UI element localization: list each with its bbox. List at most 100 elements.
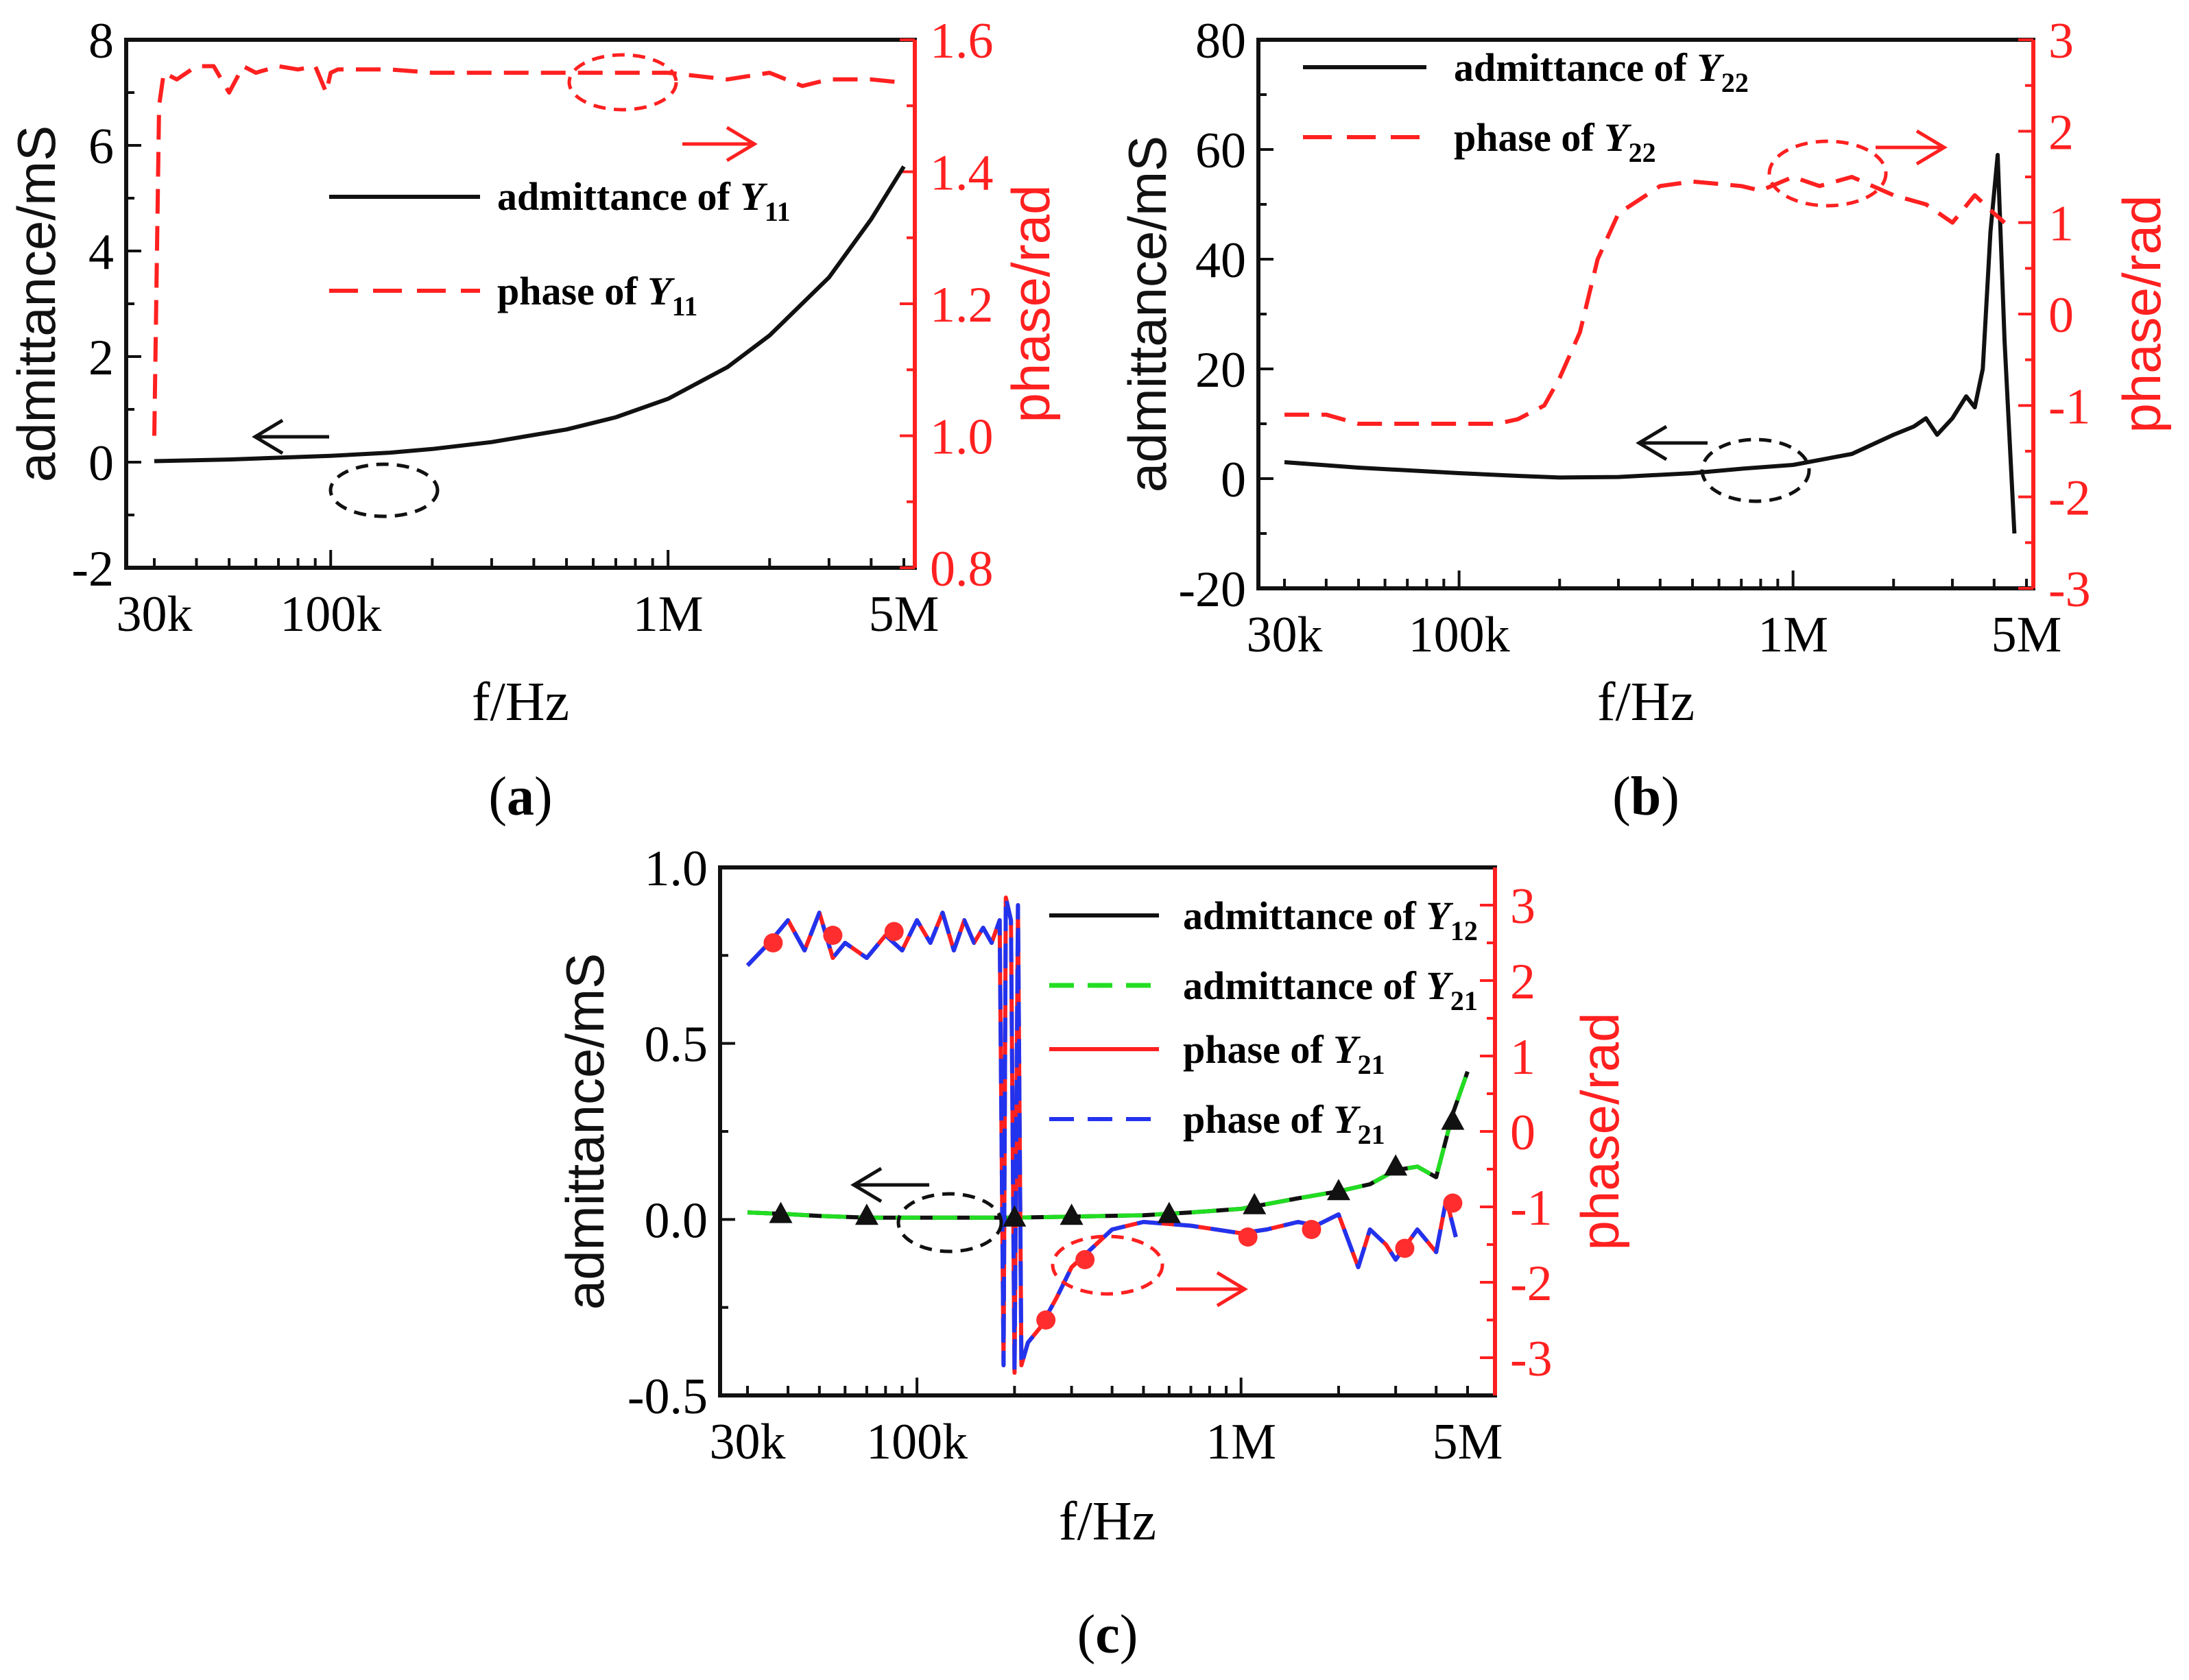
panel-c-right-axis-label: phase/rad	[1570, 1013, 1630, 1251]
c-circle-marker	[823, 926, 843, 945]
b-series-0-line	[1284, 153, 2017, 534]
panel-a-panel-label: (a)	[488, 767, 552, 827]
c-circle-marker	[1443, 1193, 1463, 1213]
panel-c-right-arrow-icon	[1176, 1271, 1248, 1308]
b-ytick-left-label: 60	[1195, 123, 1246, 179]
a-ytick-left-label: 0	[88, 435, 114, 492]
panel-c-legend-phase-blue: phase of Y21	[1183, 1097, 1385, 1150]
b-ytick-right-label: -2	[2048, 470, 2091, 527]
b-series-1-line	[1284, 175, 2007, 426]
panel-a-phase-axis-ellipse	[567, 53, 678, 112]
c-ytick-right-label: 3	[1510, 878, 1535, 935]
c-triangle-marker	[1384, 1154, 1408, 1176]
a-ytick-left-label: 4	[88, 224, 114, 280]
panel-b-series	[1284, 153, 2017, 534]
panel-b: 30k 100k 1M 5M -20 0 20 40 60 80 -3 -2 -1 0 1 2 3 admi…	[1117, 13, 2172, 827]
a-ytick-left-label: 8	[88, 13, 114, 69]
c-ytick-left-label: -0.5	[627, 1369, 708, 1425]
b-xtick-label: 30k	[1247, 607, 1323, 663]
panel-c-x-axis-label: f/Hz	[1059, 1491, 1156, 1552]
panel-b-right-arrow-icon	[1876, 129, 1948, 166]
panel-b-right-axis-label: phase/rad	[2112, 195, 2172, 433]
a-series-1-line	[152, 64, 905, 436]
a-ytick-right-label: 0.8	[930, 541, 994, 597]
a-ytick-right-label: 1.0	[930, 409, 994, 466]
panel-a-series	[152, 64, 906, 464]
panel-c-left-arrow-icon	[850, 1166, 929, 1203]
c-xtick-label: 1M	[1206, 1414, 1276, 1470]
c-ytick-right-label: 1	[1510, 1029, 1535, 1085]
panel-c-legend-phase-red: phase of Y21	[1183, 1027, 1385, 1080]
b-ytick-left-label: 80	[1195, 13, 1246, 69]
panel-a-right-arrow-icon	[682, 125, 758, 163]
b-xtick-label: 5M	[1991, 607, 2062, 663]
c-triangle-marker	[1243, 1192, 1267, 1214]
c-triangle-marker	[1157, 1201, 1181, 1223]
b-ytick-right-label: 0	[2048, 287, 2074, 344]
c-triangle-marker	[1003, 1205, 1027, 1227]
panel-c-admittance-axis-ellipse	[896, 1192, 1003, 1253]
c-ytick-right-label: -3	[1510, 1331, 1553, 1387]
a-xtick-label: 5M	[869, 586, 940, 643]
panel-b-legend-admittance: admittance of Y22	[1454, 45, 1749, 98]
c-xtick-label: 100k	[866, 1414, 968, 1470]
b-xtick-label: 1M	[1758, 607, 1828, 663]
panel-c-left-ticks: -0.5 0.0 0.5 1.0	[627, 841, 735, 1425]
panel-a-x-ticks: 30k 100k 1M 5M	[117, 550, 940, 643]
panel-a-legend-admittance: admittance of Y11	[497, 174, 791, 227]
c-ytick-left-label: 0.0	[645, 1192, 708, 1249]
c-triangle-marker	[854, 1203, 878, 1225]
a-ytick-left-label: -2	[71, 541, 114, 597]
a-ytick-right-label: 1.2	[930, 277, 994, 333]
c-ytick-right-label: -1	[1510, 1180, 1553, 1236]
b-ytick-left-label: -20	[1178, 562, 1246, 618]
panel-b-plot-frame	[1256, 38, 2035, 590]
b-ytick-right-label: 3	[2048, 13, 2074, 69]
panel-a-admittance-axis-ellipse	[328, 462, 440, 518]
panel-b-left-ticks: -20 0 20 40 60 80	[1178, 13, 1273, 618]
c-ytick-left-label: 0.5	[645, 1017, 708, 1073]
c-xtick-label: 5M	[1433, 1414, 1503, 1470]
c-circle-marker	[884, 922, 904, 941]
b-ytick-right-label: -1	[2048, 379, 2091, 435]
panel-a-legend: admittance of Y11 phase of Y11	[329, 174, 791, 322]
a-ytick-left-label: 2	[88, 330, 114, 386]
c-circle-marker	[1395, 1238, 1415, 1258]
b-ytick-left-label: 20	[1195, 342, 1246, 398]
a-xtick-label: 100k	[280, 586, 381, 643]
c-xtick-label: 30k	[710, 1414, 786, 1470]
c-triangle-marker	[1060, 1203, 1084, 1225]
panel-c-legend-admittance-y21: admittance of Y21	[1183, 963, 1478, 1016]
a-series-0-line	[154, 165, 906, 464]
panel-a-left-ticks: -2 0 2 4 6 8	[71, 13, 141, 597]
panel-a-x-axis-label: f/Hz	[472, 672, 569, 732]
panel-b-left-arrow-icon	[1636, 424, 1708, 461]
c-circle-marker	[763, 933, 783, 952]
panel-b-panel-label: (b)	[1612, 767, 1679, 827]
c-ytick-right-label: 0	[1510, 1105, 1535, 1161]
panel-b-admittance-axis-ellipse	[1700, 437, 1811, 503]
b-xtick-label: 100k	[1409, 607, 1510, 663]
c-circle-marker	[1238, 1227, 1258, 1247]
a-ytick-right-label: 1.6	[930, 13, 994, 69]
c-series-3-line	[745, 896, 1458, 1375]
c-ytick-right-label: -2	[1510, 1256, 1553, 1312]
c-circle-marker	[1075, 1250, 1095, 1269]
b-ytick-right-label: 2	[2048, 104, 2074, 160]
panel-b-right-ticks: -3 -2 -1 0 1 2 3	[2018, 13, 2091, 618]
panel-b-x-axis-label: f/Hz	[1597, 672, 1695, 732]
panel-c-right-ticks: -3 -2 -1 0 1 2 3	[1480, 878, 1553, 1387]
b-ytick-right-label: 1	[2048, 196, 2074, 252]
panel-a-left-axis-label: admittance/mS	[6, 125, 67, 482]
panel-a-right-ticks: 0.8 1.0 1.2 1.4 1.6	[900, 13, 994, 597]
panel-c-legend: admittance of Y12 admittance of Y21 phas…	[1049, 893, 1478, 1150]
b-ytick-right-label: -3	[2048, 562, 2091, 618]
panel-c-x-ticks: 30k 100k 1M 5M	[710, 1378, 1503, 1470]
c-triangle-marker	[1326, 1179, 1350, 1201]
c-circle-marker	[1302, 1220, 1321, 1239]
panel-a-left-arrow-icon	[252, 418, 329, 455]
panel-c: 30k 100k 1M 5M -0.5 0.0 0.5 1.0 -3 -2 -1 0 1 2 3 adm…	[555, 841, 1630, 1665]
panel-a-right-axis-label: phase/rad	[1001, 185, 1061, 423]
c-triangle-marker	[769, 1201, 793, 1223]
